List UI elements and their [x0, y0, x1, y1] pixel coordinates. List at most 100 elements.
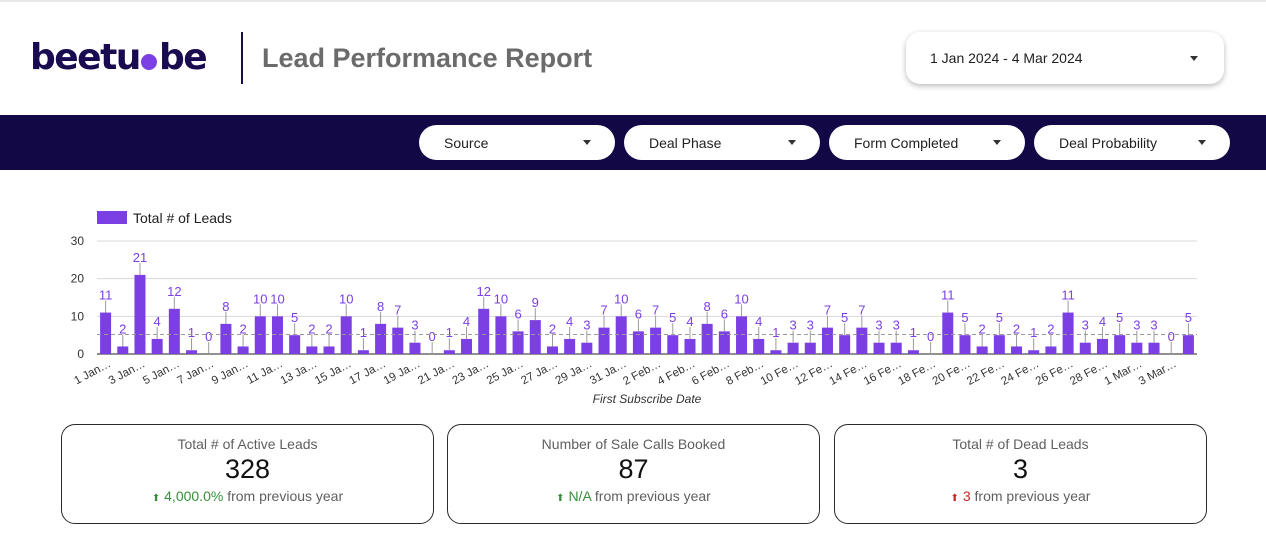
x-tick-label: 28 Fe…	[1068, 358, 1110, 388]
data-label: 1	[772, 325, 779, 340]
data-label: 2	[549, 321, 556, 336]
dead-leads-card: Total # of Dead Leads 3 ⬆ 3 from previou…	[834, 424, 1207, 524]
bar	[701, 323, 713, 354]
bar	[856, 327, 868, 354]
data-label: 4	[154, 314, 161, 329]
bar	[718, 331, 730, 354]
logo-dot	[140, 54, 157, 70]
data-label: 11	[941, 288, 955, 303]
data-label: 21	[133, 250, 147, 265]
bar	[271, 316, 283, 354]
filter-label: Form Completed	[854, 135, 959, 151]
bar	[684, 338, 696, 354]
data-label: 2	[1013, 321, 1020, 336]
bar	[1045, 346, 1057, 354]
data-label: 4	[686, 314, 693, 329]
logo-text-right: be	[158, 37, 208, 78]
sale-calls-card: Number of Sale Calls Booked 87 ⬆ N/A fro…	[447, 424, 820, 524]
bar	[581, 342, 593, 354]
bar	[615, 316, 627, 354]
date-range-picker[interactable]: 1 Jan 2024 - 4 Mar 2024	[906, 32, 1224, 84]
bar	[632, 331, 644, 354]
data-label: 3	[411, 318, 418, 333]
data-label: 3	[893, 318, 900, 333]
x-tick-label: 11 Ja…	[245, 358, 285, 387]
header-divider	[241, 32, 243, 84]
bar	[598, 327, 610, 354]
x-tick-label: 29 Ja…	[554, 358, 595, 387]
bar	[529, 320, 541, 354]
date-range-label: 1 Jan 2024 - 4 Mar 2024	[930, 50, 1083, 66]
data-label: 10	[734, 291, 748, 306]
x-tick-label: 6 Feb…	[690, 358, 732, 388]
x-tick-label: 3 Jan…	[107, 358, 148, 387]
bar	[237, 346, 249, 354]
data-label: 7	[824, 303, 831, 318]
x-tick-label: 1 Mar…	[1103, 358, 1145, 388]
bar	[993, 335, 1005, 354]
bar	[1148, 342, 1160, 354]
bar	[186, 350, 198, 354]
bar	[254, 316, 266, 354]
data-label: 10	[614, 291, 628, 306]
card-title: Total # of Active Leads	[177, 436, 318, 452]
data-label: 3	[875, 318, 882, 333]
card-value: 328	[224, 454, 271, 484]
data-label: 0	[927, 329, 934, 344]
bar	[1079, 342, 1091, 354]
x-tick-label: 7 Jan…	[175, 358, 216, 387]
bar	[443, 350, 455, 354]
data-label: 3	[807, 318, 814, 333]
bar	[1062, 312, 1074, 354]
page-title: Lead Performance Report	[262, 43, 593, 73]
bar	[375, 323, 387, 354]
x-tick-label: 2 Feb…	[621, 358, 663, 388]
chevron-down-icon	[1190, 56, 1198, 61]
bar	[770, 350, 782, 354]
data-label: 10	[270, 291, 284, 306]
data-label: 2	[239, 321, 246, 336]
data-label: 5	[1185, 310, 1192, 325]
bar	[478, 308, 490, 354]
bar	[667, 335, 679, 354]
bar	[409, 342, 421, 354]
arrow-up-icon: ⬆	[151, 493, 161, 504]
x-tick-label: 22 Fe…	[965, 358, 1007, 388]
bar	[736, 316, 748, 354]
data-label: 4	[463, 314, 470, 329]
data-label: 2	[1047, 321, 1054, 336]
data-label: 8	[377, 299, 384, 314]
bar	[821, 327, 833, 354]
active-leads-card: Total # of Active Leads 328 ⬆ 4,000.0% f…	[61, 424, 434, 524]
x-axis-title: First Subscribe Date	[593, 392, 702, 406]
data-label: 1	[446, 325, 453, 340]
bar	[392, 327, 404, 354]
bar	[1011, 346, 1023, 354]
x-tick-label: 15 Ja…	[313, 358, 354, 387]
chevron-down-icon	[993, 140, 1001, 145]
bar	[890, 342, 902, 354]
x-tick-label: 5 Jan…	[141, 358, 182, 387]
card-value: 3	[1012, 454, 1029, 484]
report-header: beetu be Lead Performance Report 1 Jan 20…	[0, 0, 1266, 115]
card-title: Total # of Dead Leads	[952, 436, 1089, 452]
bar	[976, 346, 988, 354]
deal-phase-filter[interactable]: Deal Phase	[624, 125, 820, 160]
brand-logo: beetu be	[30, 36, 208, 80]
bar	[340, 316, 352, 354]
data-label: 10	[494, 291, 508, 306]
card-delta: 4,000.0%	[164, 488, 224, 504]
data-label: 1	[910, 325, 917, 340]
bar	[357, 350, 369, 354]
bar	[117, 346, 129, 354]
chevron-down-icon	[583, 140, 591, 145]
form-completed-filter[interactable]: Form Completed	[829, 125, 1025, 160]
x-tick-label: 14 Fe…	[827, 358, 869, 388]
data-label: 5	[841, 310, 848, 325]
data-label: 5	[291, 310, 298, 325]
bar	[564, 338, 576, 354]
deal-probability-filter[interactable]: Deal Probability	[1034, 125, 1230, 160]
source-filter[interactable]: Source	[419, 125, 615, 160]
data-label: 2	[979, 321, 986, 336]
data-label: 12	[167, 284, 181, 299]
